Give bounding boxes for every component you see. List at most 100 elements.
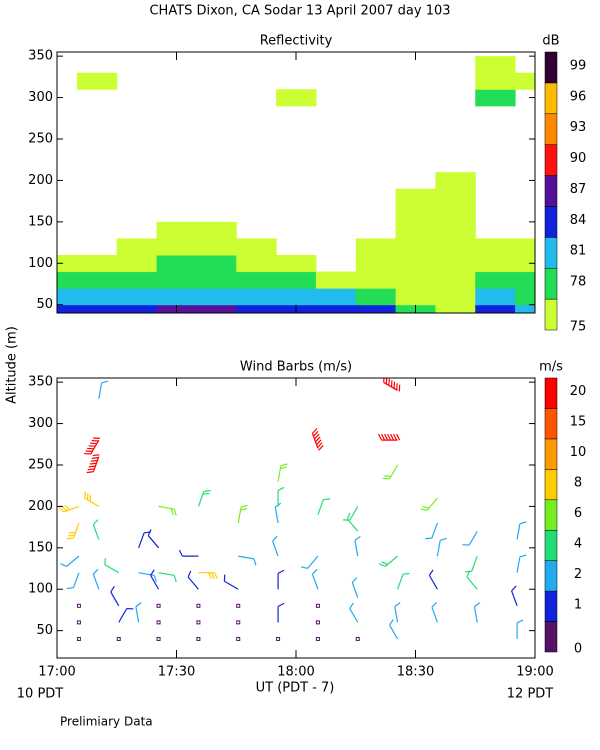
barb-feather (170, 508, 174, 516)
wind-barb (178, 549, 199, 557)
barb-feather (207, 572, 212, 579)
calm-marker (76, 620, 81, 625)
y-tick-label: 250 (28, 132, 53, 147)
barb-staff (428, 575, 438, 590)
barb-feather (398, 384, 401, 392)
calm-marker (76, 603, 81, 608)
y-tick-label: 100 (28, 582, 53, 597)
y-tick-label: 150 (28, 540, 53, 555)
wind-barb (272, 535, 279, 557)
barb-feather (187, 570, 192, 578)
barb-feather (351, 577, 358, 583)
calm-marker (156, 603, 161, 608)
barb-feather (202, 492, 210, 495)
wind-barb (158, 572, 177, 583)
barb-feather (88, 465, 96, 468)
calm-marker (116, 636, 121, 641)
colorbar-box (544, 377, 558, 409)
wind-barb (277, 569, 285, 590)
plot-frame (56, 377, 536, 659)
colorbar-box (544, 590, 558, 622)
wind-barb (436, 537, 447, 557)
contour-cell (276, 89, 317, 107)
barb-feather (462, 544, 470, 546)
wind-barb (66, 522, 80, 540)
y-tick-label: 200 (28, 499, 53, 514)
contour-cell (116, 288, 158, 306)
barb-feather (272, 535, 278, 542)
barb-feather (210, 572, 215, 579)
barb-staff (468, 530, 478, 546)
contour-cell (435, 288, 476, 306)
colorbar-label: 93 (570, 120, 587, 135)
x-tick-label: 17:00 (38, 665, 75, 680)
barb-feather (91, 439, 99, 442)
plot-area (58, 378, 527, 641)
y-axis-label: Altitude (m) (5, 326, 20, 404)
colorbar-box (544, 621, 558, 653)
y-tick-label: 350 (28, 375, 53, 390)
barb-feather (110, 586, 115, 593)
calm-marker (196, 620, 201, 625)
contour-cell (475, 56, 516, 74)
barb-feather (378, 433, 383, 441)
y-tick-label: 300 (28, 416, 53, 431)
contour-cell (57, 304, 78, 313)
barb-staff (147, 535, 160, 549)
contour-cell (276, 271, 317, 289)
contour-cell (116, 255, 158, 273)
barb-feather (86, 471, 94, 474)
barb-staff (516, 523, 521, 540)
colorbar-box (544, 560, 558, 592)
contour-cell (355, 255, 397, 273)
barb-feather (240, 507, 248, 511)
barb-feather (393, 433, 398, 441)
contour-cell (116, 271, 158, 289)
calm-marker (315, 636, 320, 641)
wind-barb (425, 522, 438, 540)
barb-feather (474, 602, 481, 608)
barb-feather (66, 537, 74, 540)
wind-barb (516, 521, 527, 540)
wind-barb (92, 519, 100, 540)
barb-feather (346, 512, 351, 520)
barb-feather (68, 531, 76, 534)
barb-staff (92, 524, 100, 540)
contour-cell (355, 304, 397, 313)
contour-cell (315, 288, 357, 306)
barb-feather (147, 529, 152, 536)
wind-barb (378, 555, 398, 567)
colorbar-box (544, 298, 558, 331)
barb-feather (388, 378, 390, 386)
wind-barb (84, 491, 100, 507)
contour-cell (515, 271, 535, 289)
colorbar-label: 20 (570, 384, 587, 399)
contour-cell (395, 221, 436, 239)
barb-staff (224, 580, 239, 590)
colorbar-box (544, 499, 558, 531)
x-tick-label: 19:00 (516, 665, 553, 680)
barb-feather (343, 519, 350, 521)
barb-feather (393, 381, 396, 389)
barb-feather (313, 430, 319, 437)
barb-feather (384, 475, 392, 477)
contour-cell (435, 238, 476, 256)
contour-cell (515, 304, 535, 313)
wind-barb (431, 602, 438, 623)
wind-barb (466, 570, 478, 590)
barb-feather (317, 442, 323, 448)
colorbar-label: 15 (570, 415, 587, 430)
barb-staff (394, 606, 399, 623)
contour-cell (76, 271, 118, 289)
barb-feather (428, 569, 434, 576)
contour-cell (76, 72, 118, 90)
calm-marker (76, 636, 81, 641)
barb-staff (307, 555, 319, 569)
barb-staff (346, 518, 359, 532)
colorbar-label: 87 (570, 182, 587, 197)
wind-barb (274, 502, 282, 524)
barb-feather (381, 433, 386, 441)
barb-staff (351, 582, 359, 598)
wind-barb (420, 497, 438, 511)
colorbar-box (544, 469, 558, 501)
